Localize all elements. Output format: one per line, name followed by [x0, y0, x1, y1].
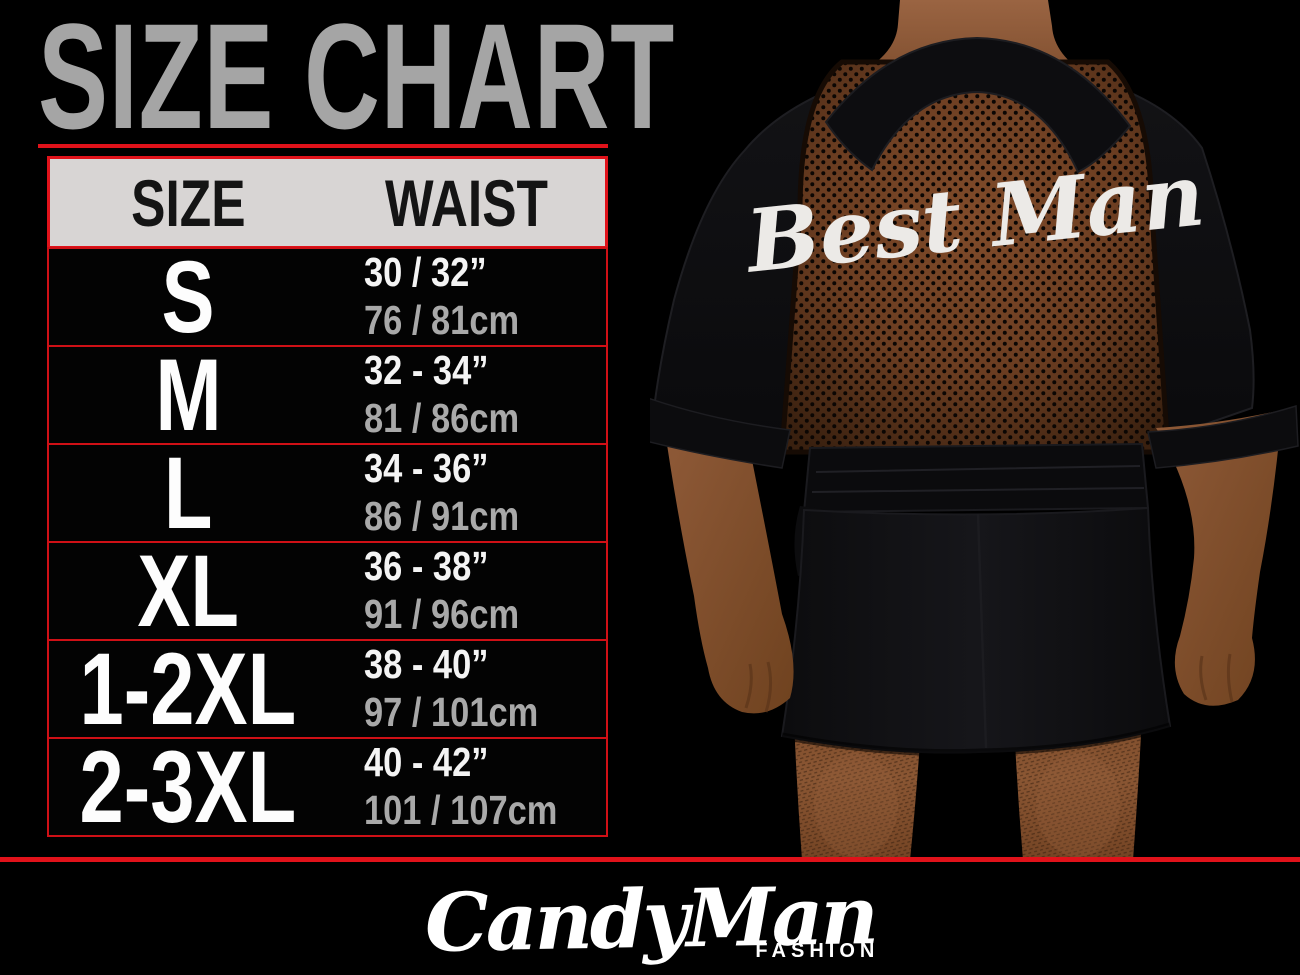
size-row-1-2xl: 1-2XL 38 - 40” 97 / 101cm: [47, 632, 608, 746]
page-title: SIZE CHART: [38, 0, 675, 160]
size-label: 1-2XL: [79, 632, 297, 746]
waist-inches: 38 - 40”: [363, 641, 488, 688]
size-row-2-3xl: 2-3XL 40 - 42” 101 / 107cm: [47, 730, 608, 844]
table-header-row: SIZE WAIST: [47, 156, 608, 249]
waist-cm: 101 / 107cm: [363, 787, 557, 833]
robe-collar: [824, 36, 1132, 174]
model-photo: Best Man: [650, 0, 1299, 860]
size-table: SIZE WAIST S 30 / 32” 76 / 81cm M 32 - 3…: [47, 156, 608, 844]
model-left-arm: [664, 424, 794, 714]
footer: CandyMan FASHION: [0, 862, 1300, 975]
header-size: SIZE: [131, 165, 246, 240]
waist-cm: 86 / 91cm: [363, 493, 519, 539]
size-label: 2-3XL: [79, 730, 297, 844]
title-underline: [38, 144, 608, 148]
size-row-s: S 30 / 32” 76 / 81cm: [47, 240, 608, 354]
left-sleeve-cuff: [650, 397, 791, 469]
size-label: XL: [137, 534, 240, 648]
size-row-xl: XL 36 - 38” 91 / 96cm: [47, 534, 608, 648]
waist-inches: 36 - 38”: [363, 543, 488, 590]
brand-sub: FASHION: [755, 939, 880, 962]
size-row-l: L 34 - 36” 86 / 91cm: [47, 436, 608, 550]
waist-cm: 97 / 101cm: [363, 689, 538, 735]
size-label: L: [163, 436, 213, 550]
right-sleeve-cuff: [1147, 404, 1299, 469]
header-waist: WAIST: [384, 165, 548, 240]
size-label: M: [155, 338, 222, 452]
size-label: S: [161, 240, 215, 354]
waist-inches: 34 - 36”: [363, 445, 488, 492]
waist-cm: 91 / 96cm: [363, 591, 519, 637]
robe-skirt: [780, 506, 1172, 757]
waist-inches: 40 - 42”: [363, 739, 488, 786]
waist-cm: 76 / 81cm: [363, 297, 519, 343]
brand-logo: CandyMan FASHION: [424, 868, 876, 970]
size-row-m: M 32 - 34” 81 / 86cm: [47, 338, 608, 452]
waist-inches: 32 - 34”: [363, 347, 488, 394]
waist-inches: 30 / 32”: [363, 249, 487, 296]
waist-cm: 81 / 86cm: [363, 395, 519, 441]
model-right-arm: [1156, 410, 1282, 706]
footer-divider: [0, 857, 1300, 862]
